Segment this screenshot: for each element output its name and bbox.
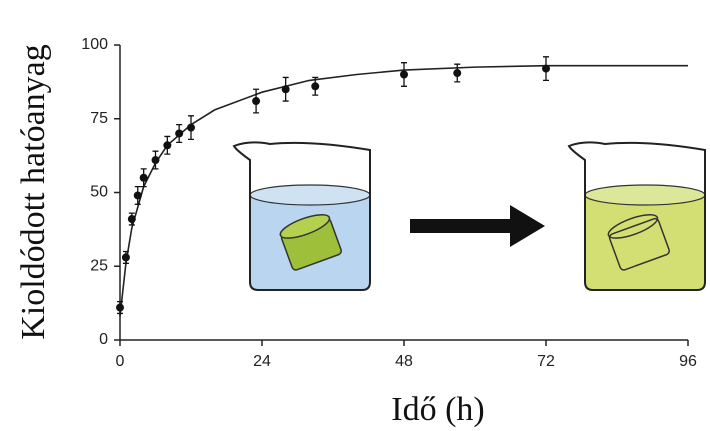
data-point	[252, 97, 261, 106]
y-tick-label: 75	[90, 110, 108, 127]
data-point	[151, 156, 160, 165]
x-tick-label: 0	[116, 353, 125, 370]
data-point	[311, 82, 320, 91]
y-tick-label: 0	[99, 331, 108, 348]
arrow	[410, 205, 545, 247]
x-tick-label: 48	[395, 353, 413, 370]
x-tick-label: 72	[537, 353, 555, 370]
fit-curve	[119, 64, 688, 317]
data-point	[127, 215, 136, 224]
y-tick-label: 100	[81, 36, 108, 53]
y-axis-title: Kioldódott hatóanyag	[15, 44, 52, 340]
beaker-left	[232, 141, 371, 291]
data-point	[400, 70, 408, 79]
beaker-right	[567, 141, 706, 291]
data-point	[453, 69, 462, 78]
data-point	[133, 191, 142, 200]
data-point	[121, 253, 130, 262]
y-tick-label: 50	[90, 184, 108, 201]
x-tick-label: 24	[253, 353, 271, 370]
x-tick-label: 96	[679, 353, 697, 370]
y-tick-label: 25	[90, 257, 108, 274]
data-point	[187, 123, 195, 132]
data-point	[139, 173, 148, 182]
data-point	[163, 141, 172, 150]
x-axis-title: Idő (h)	[391, 391, 484, 428]
data-point	[281, 85, 290, 94]
data-point	[116, 303, 124, 312]
data-point	[175, 129, 184, 138]
data-point	[542, 64, 550, 73]
